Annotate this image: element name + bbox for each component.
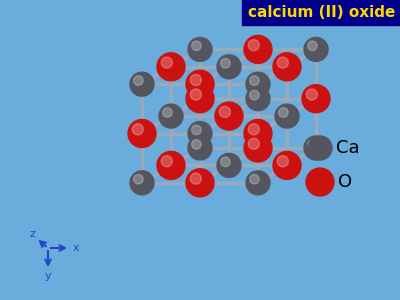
Circle shape — [250, 90, 259, 100]
Circle shape — [134, 174, 143, 184]
Circle shape — [192, 41, 201, 51]
Circle shape — [188, 122, 212, 146]
Circle shape — [157, 152, 185, 179]
Circle shape — [246, 87, 270, 111]
Circle shape — [250, 76, 259, 86]
Text: z: z — [29, 229, 35, 239]
Circle shape — [130, 171, 154, 195]
Circle shape — [304, 136, 328, 160]
Circle shape — [244, 35, 272, 63]
Circle shape — [162, 108, 172, 117]
Circle shape — [308, 140, 317, 149]
Circle shape — [250, 174, 259, 184]
Circle shape — [215, 102, 243, 130]
Circle shape — [188, 136, 212, 160]
Circle shape — [244, 119, 272, 148]
Circle shape — [246, 171, 270, 195]
Circle shape — [308, 41, 317, 51]
Circle shape — [277, 57, 288, 68]
Text: x: x — [73, 243, 79, 253]
Text: y: y — [45, 271, 51, 281]
Circle shape — [248, 138, 260, 149]
Circle shape — [188, 38, 212, 62]
Circle shape — [275, 104, 299, 128]
Circle shape — [248, 40, 260, 51]
Circle shape — [273, 152, 301, 179]
Circle shape — [192, 140, 201, 149]
Circle shape — [273, 53, 301, 81]
Circle shape — [246, 72, 270, 96]
Circle shape — [221, 58, 230, 68]
Circle shape — [192, 125, 201, 135]
Circle shape — [161, 57, 172, 68]
Circle shape — [190, 173, 202, 184]
Circle shape — [190, 89, 202, 100]
Text: Ca: Ca — [336, 139, 360, 157]
Circle shape — [248, 124, 260, 135]
Circle shape — [186, 70, 214, 98]
Circle shape — [157, 53, 185, 81]
Circle shape — [306, 89, 318, 100]
Circle shape — [277, 156, 288, 167]
Circle shape — [302, 85, 330, 113]
Circle shape — [217, 55, 241, 79]
Circle shape — [134, 76, 143, 86]
Text: calcium (II) oxide: calcium (II) oxide — [248, 5, 395, 20]
Circle shape — [190, 74, 202, 86]
Circle shape — [308, 136, 332, 160]
Circle shape — [132, 124, 144, 135]
Circle shape — [186, 85, 214, 113]
Circle shape — [217, 153, 241, 177]
Circle shape — [130, 72, 154, 96]
Circle shape — [221, 157, 230, 166]
Text: O: O — [338, 173, 352, 191]
Circle shape — [306, 168, 334, 196]
Circle shape — [304, 38, 328, 62]
Circle shape — [186, 169, 214, 197]
Circle shape — [128, 119, 156, 148]
Circle shape — [161, 156, 172, 167]
Circle shape — [219, 106, 230, 118]
Circle shape — [244, 134, 272, 162]
Circle shape — [159, 104, 183, 128]
Circle shape — [278, 108, 288, 117]
